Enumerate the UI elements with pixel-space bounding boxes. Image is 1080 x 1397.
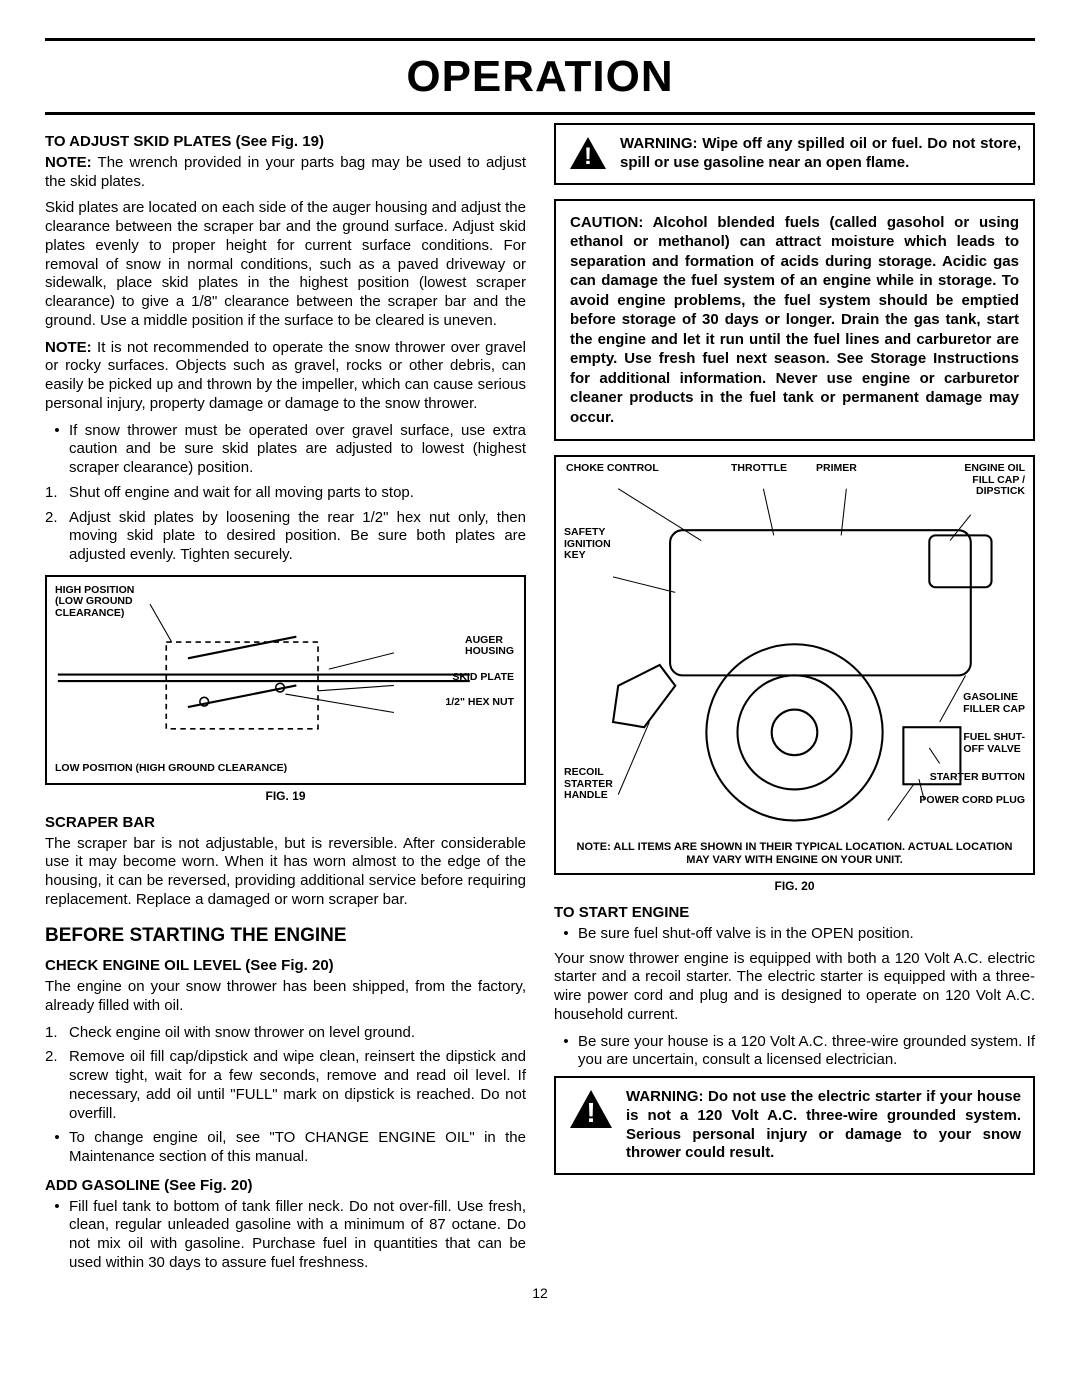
bullet-change-oil-text: To change engine oil, see "TO CHANGE ENG… <box>69 1129 526 1167</box>
step-2: Adjust skid plates by loosening the rear… <box>69 509 526 565</box>
heading-before-start: BEFORE STARTING THE ENGINE <box>45 924 526 948</box>
oil-step-1: Check engine oil with snow thrower on le… <box>69 1024 526 1043</box>
bullet-fuel-valve: •Be sure fuel shut-off valve is in the O… <box>554 925 1035 944</box>
bullet-add-gas-text: Fill fuel tank to bottom of tank filler … <box>69 1198 526 1273</box>
note-wrench: NOTE: The wrench provided in your parts … <box>45 154 526 192</box>
fig19-svg <box>47 577 524 783</box>
warning-2-text: WARNING: Do not use the electric starter… <box>626 1088 1021 1163</box>
svg-text:!: ! <box>584 143 592 170</box>
step-1: Shut off engine and wait for all moving … <box>69 484 526 503</box>
fig19-caption: FIG. 19 <box>45 789 526 804</box>
under-title-rule <box>45 112 1035 115</box>
fig20-svg <box>556 457 1033 873</box>
para-starter-desc: Your snow thrower engine is equipped wit… <box>554 950 1035 1025</box>
steps-adjust-skid: 1.Shut off engine and wait for all movin… <box>45 484 526 565</box>
heading-check-oil: CHECK ENGINE OIL LEVEL (See Fig. 20) <box>45 957 526 976</box>
top-rule <box>45 38 1035 41</box>
page-title: OPERATION <box>45 49 1035 104</box>
svg-text:!: ! <box>586 1097 595 1128</box>
para-scraper: The scraper bar is not adjustable, but i… <box>45 835 526 910</box>
para-oil-shipped: The engine on your snow thrower has been… <box>45 978 526 1016</box>
warning-1-text: WARNING: Wipe off any spilled oil or fue… <box>620 135 1021 173</box>
bullet-gravel: •If snow thrower must be operated over g… <box>45 422 526 478</box>
two-column-layout: TO ADJUST SKID PLATES (See Fig. 19) NOTE… <box>45 123 1035 1279</box>
warning-icon: ! <box>568 1088 614 1130</box>
page-number: 12 <box>45 1285 1035 1303</box>
heading-start-engine: TO START ENGINE <box>554 904 1035 923</box>
heading-scraper-bar: SCRAPER BAR <box>45 814 526 833</box>
figure-19: HIGH POSITION (LOW GROUND CLEARANCE) AUG… <box>45 575 526 785</box>
warning-box-2: ! WARNING: Do not use the electric start… <box>554 1076 1035 1175</box>
para-skid-desc: Skid plates are located on each side of … <box>45 199 526 330</box>
figure-20: CHOKE CONTROL THROTTLE PRIMER ENGINE OIL… <box>554 455 1035 875</box>
bullet-gravel-text: If snow thrower must be operated over gr… <box>69 422 526 478</box>
oil-step-2: Remove oil fill cap/dipstick and wipe cl… <box>69 1048 526 1123</box>
bullet-house-text: Be sure your house is a 120 Volt A.C. th… <box>578 1033 1035 1071</box>
bullet-house-120v: •Be sure your house is a 120 Volt A.C. t… <box>554 1033 1035 1071</box>
right-column: ! WARNING: Wipe off any spilled oil or f… <box>554 123 1035 1279</box>
warning-icon: ! <box>568 135 608 171</box>
bullet-change-oil: •To change engine oil, see "TO CHANGE EN… <box>45 1129 526 1167</box>
steps-check-oil: 1.Check engine oil with snow thrower on … <box>45 1024 526 1124</box>
heading-adjust-skid: TO ADJUST SKID PLATES (See Fig. 19) <box>45 133 526 152</box>
fig20-caption: FIG. 20 <box>554 879 1035 894</box>
heading-add-gas: ADD GASOLINE (See Fig. 20) <box>45 1177 526 1196</box>
fig20-note: NOTE: ALL ITEMS ARE SHOWN IN THEIR TYPIC… <box>564 841 1025 867</box>
left-column: TO ADJUST SKID PLATES (See Fig. 19) NOTE… <box>45 123 526 1279</box>
bullet-add-gas: •Fill fuel tank to bottom of tank filler… <box>45 1198 526 1273</box>
caution-box: CAUTION: Alcohol blended fuels (called g… <box>554 199 1035 442</box>
note-gravel: NOTE: It is not recommended to operate t… <box>45 339 526 414</box>
warning-box-1: ! WARNING: Wipe off any spilled oil or f… <box>554 123 1035 185</box>
bullet-fuel-valve-text: Be sure fuel shut-off valve is in the OP… <box>578 925 1035 944</box>
